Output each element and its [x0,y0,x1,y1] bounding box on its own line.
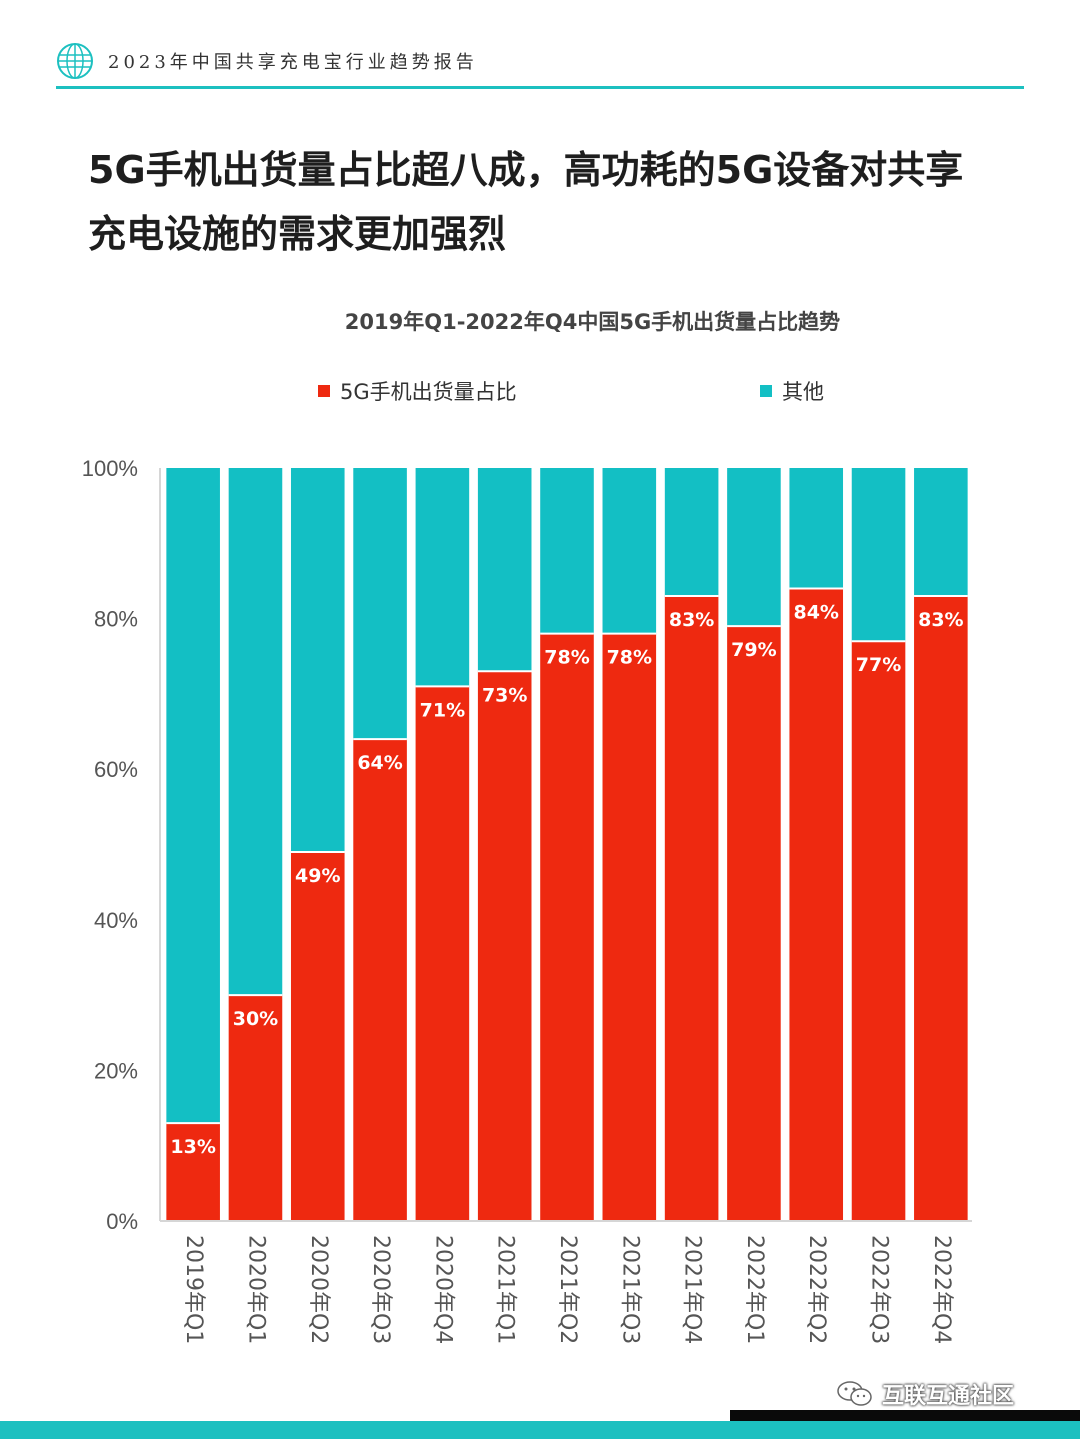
bar-5g [851,641,906,1221]
x-tick-label: 2022年Q2 [804,1235,829,1344]
bar-other [914,468,968,597]
data-label: 30% [233,1008,278,1030]
headline-line-1: 5G手机出货量占比超八成，高功耗的5G设备对共享 [88,148,964,192]
data-label: 73% [482,684,527,706]
chart-title: 2019年Q1-2022年Q4中国5G手机出货量占比趋势 [344,310,841,334]
report-header: 2023年中国共享充电宝行业趋势报告 [56,38,478,84]
data-label: 78% [607,647,652,669]
bar-other [602,468,657,634]
bar-5g [290,852,345,1221]
bar-5g [727,626,781,1221]
x-tick-label: 2021年Q3 [617,1235,642,1344]
watermark: 互联互通社区 [836,1378,1014,1410]
report-name: 2023年中国共享充电宝行业趋势报告 [108,52,478,73]
bar-5g [353,739,407,1221]
bar-5g [540,633,594,1221]
bar-5g [415,686,470,1221]
bar-other [290,468,345,853]
chart-legend: 5G手机出货量占比 其他 [0,376,1080,406]
bar-other [415,468,470,687]
data-label: 49% [295,865,340,887]
y-tick-label: 40% [94,908,138,933]
data-label: 78% [544,647,589,669]
bar-other [789,468,844,589]
y-tick-label: 20% [94,1058,138,1083]
data-label: 77% [856,654,901,676]
x-tick-label: 2022年Q4 [929,1235,954,1344]
x-tick-label: 2019年Q1 [181,1235,206,1344]
bar-5g [477,671,532,1221]
data-label: 83% [669,609,714,631]
bar-5g [914,596,968,1221]
watermark-text: 互联互通社区 [882,1384,1015,1409]
data-label: 83% [918,609,963,631]
x-tick-label: 2021年Q4 [680,1235,705,1344]
legend-item-5g: 5G手机出货量占比 [318,376,517,406]
globe-logo-icon [57,43,93,79]
page-headline: 5G手机出货量占比超八成，高功耗的5G设备对共享 充电设施的需求更加强烈 [88,138,1028,266]
footer-bar [0,1421,1080,1439]
bar-other [228,468,283,996]
bar-5g [789,588,844,1221]
x-tick-label: 2020年Q2 [306,1235,331,1344]
data-label: 84% [793,601,838,623]
legend-label-other: 其他 [782,380,824,404]
header-divider [56,86,1024,89]
x-tick-label: 2021年Q1 [493,1235,518,1344]
x-tick-label: 2020年Q3 [368,1235,393,1344]
stacked-bar-chart: 0% 20% 40% 60% 80% 100% 13% 2019年Q1 30% 2020年Q1 49… [82,456,972,1344]
legend-item-other: 其他 [760,376,824,406]
bar-other [540,468,594,634]
x-tick-label: 2022年Q1 [742,1235,767,1344]
bar-other [727,468,781,627]
bar-5g [664,596,719,1221]
data-label: 79% [731,639,776,661]
footer-dark-strip [730,1410,1080,1422]
bar-5g [602,633,657,1221]
headline-line-2: 充电设施的需求更加强烈 [88,212,507,256]
legend-swatch-5g [318,385,330,397]
x-tick-label: 2022年Q3 [867,1235,892,1344]
x-tick-label: 2020年Q4 [430,1235,455,1344]
y-tick-label: 80% [94,607,138,632]
bar-other [477,468,532,672]
x-tick-label: 2021年Q2 [555,1235,580,1344]
y-tick-label: 0% [106,1209,138,1234]
bar-other [353,468,407,740]
data-label: 71% [420,699,465,721]
x-tick-label: 2020年Q1 [243,1235,268,1344]
data-label: 64% [357,752,402,774]
y-tick-label: 100% [82,456,138,481]
bar-other [664,468,719,597]
bar-other [851,468,906,642]
legend-swatch-other [760,385,772,397]
data-label: 13% [170,1136,215,1158]
wechat-icon [837,1381,872,1406]
bar-5g [228,995,283,1221]
bar-other [166,468,220,1124]
y-tick-label: 60% [94,757,138,782]
legend-label-5g: 5G手机出货量占比 [340,380,517,404]
bar-5g [166,1123,220,1221]
